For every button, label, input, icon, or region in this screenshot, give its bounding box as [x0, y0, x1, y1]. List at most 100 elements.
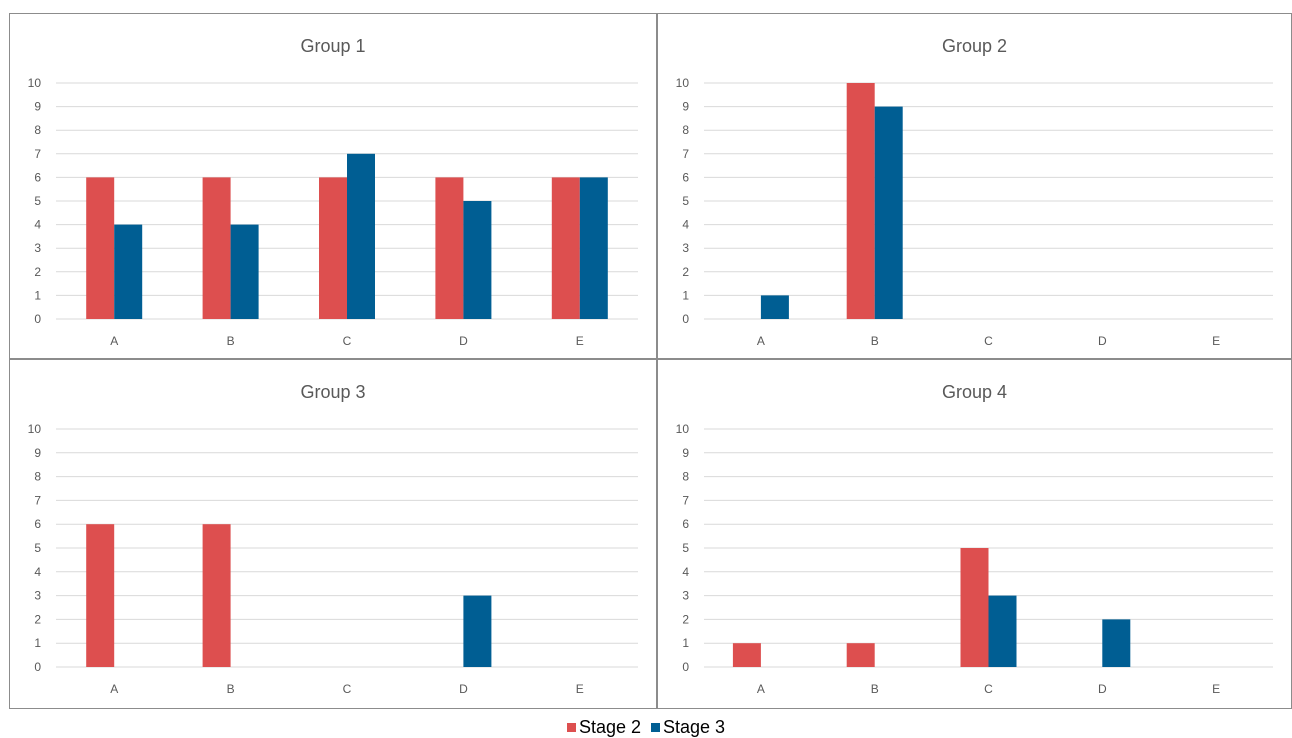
- y-tick-label: 3: [682, 589, 689, 603]
- x-tick-label: A: [110, 334, 118, 348]
- y-tick-label: 10: [676, 76, 690, 90]
- x-tick-label: C: [984, 334, 993, 348]
- y-tick-label: 0: [682, 660, 689, 674]
- legend-swatch-stage-3: [651, 723, 660, 732]
- bar-stage-3-d: [1102, 619, 1131, 667]
- legend-label-stage-3: Stage 3: [663, 717, 726, 737]
- legend-item-stage-2: Stage 2: [566, 717, 641, 738]
- y-tick-label: 9: [34, 446, 41, 460]
- y-tick-label: 8: [34, 470, 41, 484]
- y-tick-label: 10: [28, 76, 42, 90]
- y-tick-label: 6: [34, 517, 41, 531]
- y-tick-label: 0: [682, 312, 689, 326]
- chart-panel-4: Group 4 0 1 2 3 4 5 6 7 8 9 10 A B C D E: [657, 359, 1292, 709]
- chart-panel-2: Group 2 0 1 2 3 4 5 6 7 8 9 10 A B C D E: [657, 13, 1292, 359]
- legend: Stage 2 Stage 3: [0, 717, 1292, 738]
- bar-stage-3-b: [230, 224, 259, 319]
- chart-title: Group 4: [941, 382, 1008, 402]
- y-tick-label: 4: [682, 218, 689, 232]
- y-tick-label: 5: [34, 194, 41, 208]
- x-tick-label: B: [227, 682, 235, 696]
- y-tick-label: 8: [34, 123, 41, 137]
- y-tick-label: 4: [682, 565, 689, 579]
- bar-stage-2-a: [86, 524, 115, 667]
- x-tick-label: A: [110, 682, 118, 696]
- bar-stage-3-e: [579, 177, 608, 319]
- chart-title: Group 3: [300, 382, 366, 402]
- y-tick-label: 2: [682, 265, 689, 279]
- chart-panel-1: Group 1 0 1 2 3 4 5 6 7 8 9 10 A B C D E: [9, 13, 657, 359]
- y-tick-label: 6: [682, 517, 689, 531]
- y-tick-label: 9: [34, 100, 41, 114]
- bar-stage-3-c: [347, 153, 375, 319]
- y-tick-label: 1: [34, 288, 41, 302]
- chart-plot-3: 0 1 2 3 4 5 6 7 8 9 10 A B C D E: [28, 422, 638, 696]
- x-tick-label: B: [871, 682, 879, 696]
- y-tick-label: 7: [34, 493, 41, 507]
- y-tick-label: 9: [682, 446, 689, 460]
- x-tick-label: E: [576, 334, 584, 348]
- bar-stage-2-a: [732, 643, 761, 667]
- bar-stage-3-a: [760, 295, 789, 319]
- bar-stage-2-b: [202, 177, 231, 319]
- bar-stage-3-b: [874, 106, 903, 319]
- y-tick-label: 5: [34, 541, 41, 555]
- chart-title: Group 2: [941, 36, 1008, 56]
- bar-stage-2-b: [202, 524, 231, 667]
- legend-item-stage-3: Stage 3: [651, 717, 725, 738]
- bar-stage-3-c: [988, 595, 1017, 667]
- bar-stage-2-a: [86, 177, 115, 319]
- x-tick-label: A: [757, 334, 765, 348]
- x-tick-label: B: [227, 334, 235, 348]
- x-tick-label: A: [757, 682, 765, 696]
- bar-stage-2-b: [846, 83, 875, 319]
- x-tick-label: C: [984, 682, 993, 696]
- y-tick-label: 5: [682, 194, 689, 208]
- y-tick-label: 10: [28, 422, 42, 436]
- x-tick-label: D: [1098, 334, 1107, 348]
- y-tick-label: 9: [682, 100, 689, 114]
- y-tick-label: 1: [34, 636, 41, 650]
- chart-plot-1: 0 1 2 3 4 5 6 7 8 9 10 A B C D E: [28, 76, 638, 348]
- y-tick-label: 4: [34, 565, 41, 579]
- x-tick-label: E: [1212, 682, 1220, 696]
- y-tick-label: 7: [682, 493, 689, 507]
- bar-stage-2-c: [319, 177, 347, 319]
- y-tick-label: 1: [682, 288, 689, 302]
- y-tick-label: 2: [682, 612, 689, 626]
- bar-stage-2-b: [846, 643, 875, 667]
- y-tick-label: 4: [34, 218, 41, 232]
- x-tick-label: C: [343, 682, 352, 696]
- y-tick-label: 8: [682, 470, 689, 484]
- y-tick-label: 5: [682, 541, 689, 555]
- x-tick-label: C: [343, 334, 352, 348]
- y-tick-label: 6: [34, 170, 41, 184]
- y-tick-label: 6: [682, 170, 689, 184]
- bar-stage-2-d: [435, 177, 464, 319]
- chart-panel-3: Group 3 0 1 2 3 4 5 6 7 8 9 10 A B C D E: [9, 359, 657, 709]
- chart-plot-4: 0 1 2 3 4 5 6 7 8 9 10 A B C D E: [676, 422, 1273, 696]
- legend-label-stage-2: Stage 2: [578, 717, 641, 737]
- x-tick-label: D: [459, 682, 468, 696]
- y-tick-label: 8: [682, 123, 689, 137]
- bar-stage-3-d: [463, 595, 492, 667]
- bar-stage-2-e: [551, 177, 580, 319]
- legend-swatch-stage-2: [566, 723, 576, 732]
- bar-stage-3-d: [463, 201, 492, 319]
- chart-plot-2: 0 1 2 3 4 5 6 7 8 9 10 A B C D E: [676, 76, 1273, 348]
- x-tick-label: D: [1098, 682, 1107, 696]
- x-tick-label: B: [871, 334, 879, 348]
- chart-title: Group 1: [300, 36, 366, 56]
- y-tick-label: 1: [682, 636, 689, 650]
- y-tick-label: 3: [682, 241, 689, 255]
- y-tick-label: 3: [34, 241, 41, 255]
- y-tick-label: 2: [34, 612, 41, 626]
- y-tick-label: 3: [34, 589, 41, 603]
- y-tick-label: 0: [34, 312, 41, 326]
- y-tick-label: 10: [676, 422, 690, 436]
- y-tick-label: 7: [34, 147, 41, 161]
- y-tick-label: 7: [682, 147, 689, 161]
- x-tick-label: D: [459, 334, 468, 348]
- bar-stage-2-c: [960, 548, 989, 667]
